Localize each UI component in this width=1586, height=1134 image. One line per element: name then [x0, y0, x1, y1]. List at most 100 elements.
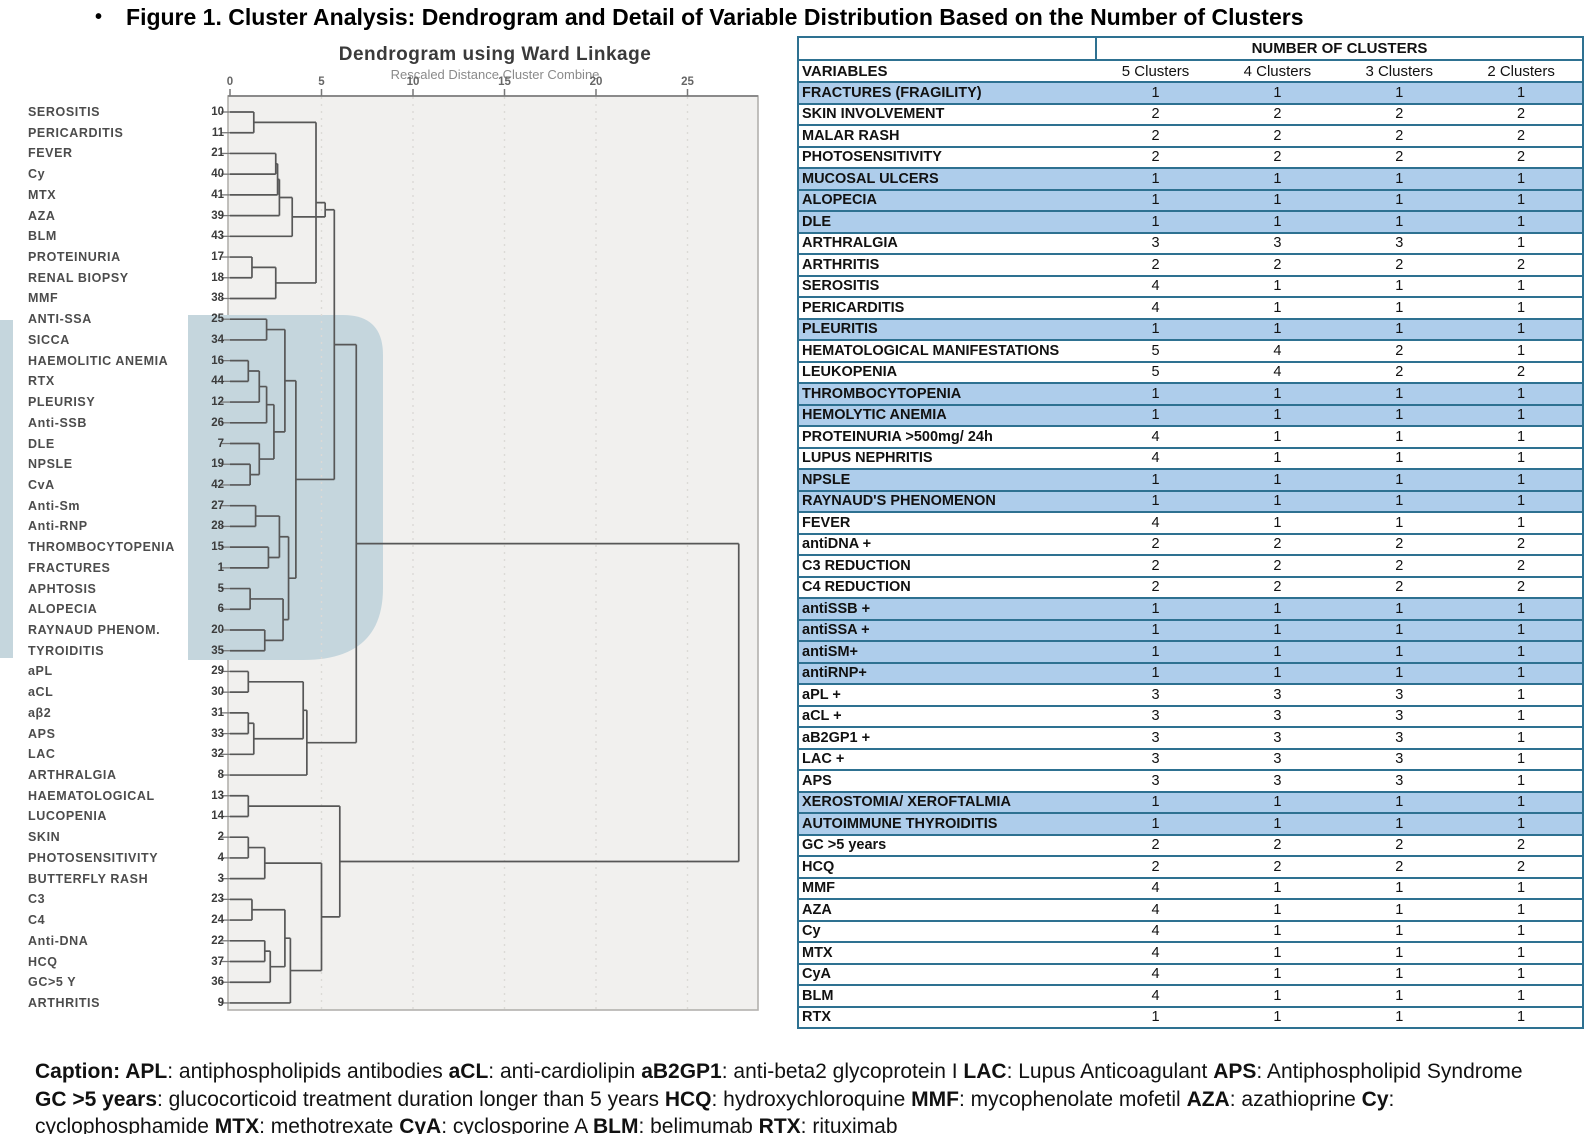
row-label: C3 REDUCTION: [802, 557, 911, 574]
table-row: MUCOSAL ULCERS 1 1 1 1: [799, 169, 1582, 191]
dendro-leaf-number: 33: [211, 727, 224, 740]
dendrogram-panel: Dendrogram using Ward Linkage Rescaled D…: [0, 35, 795, 1045]
dendro-leaf-number: 5: [217, 582, 224, 595]
axis-tick-label: 15: [498, 76, 511, 88]
row-value: 1: [1517, 901, 1526, 918]
row-value: 5: [1151, 364, 1160, 381]
caption-text: : anti-beta2 glycoprotein I: [721, 1060, 964, 1083]
row-value: 1: [1151, 170, 1160, 187]
dendro-leaf-number: 8: [217, 769, 224, 782]
row-value: 2: [1517, 106, 1526, 123]
table-row: HCQ 2 2 2 2: [799, 857, 1582, 879]
dendro-leaf-label: GC>5 Y: [28, 975, 77, 990]
dendrogram-links: [230, 111, 740, 1004]
row-value: 4: [1151, 966, 1160, 983]
caption-text: : Antiphospholipid Syndrome: [1256, 1060, 1523, 1083]
row-value: 1: [1395, 815, 1404, 832]
row-label: antiDNA +: [802, 536, 872, 553]
dendro-leaf-number: 6: [217, 603, 224, 616]
row-value: 4: [1151, 901, 1160, 918]
row-value: 1: [1273, 987, 1282, 1004]
row-label: aB2GP1 +: [802, 729, 871, 746]
table-row: antiSM+ 1 1 1 1: [799, 642, 1582, 664]
caption-text: : mycophenolate mofetil: [958, 1087, 1187, 1111]
row-label: ALOPECIA: [802, 192, 877, 209]
dendrogram-svg: 0 5 10 15 20 25: [0, 76, 759, 1011]
row-value: 1: [1395, 514, 1404, 531]
dendro-leaf-label: HAEMATOLOGICAL: [28, 788, 155, 803]
column-header-variables: VARIABLES: [802, 62, 888, 80]
row-value: 1: [1273, 407, 1282, 424]
dendro-leaf-number: 11: [211, 126, 224, 139]
row-value: 2: [1151, 149, 1160, 166]
row-value: 1: [1517, 407, 1526, 424]
row-value: 4: [1151, 880, 1160, 897]
row-value: 2: [1273, 256, 1282, 273]
dendro-leaf-label: ARTHRALGIA: [28, 768, 117, 783]
row-value: 1: [1395, 923, 1404, 940]
table-row: ARTHRITIS 2 2 2 2: [799, 255, 1582, 277]
row-value: 1: [1517, 686, 1526, 703]
dendro-leaf-label: aβ2: [28, 705, 52, 720]
row-value: 2: [1273, 106, 1282, 123]
caption-text: : hydroxychloroquine: [711, 1087, 912, 1111]
caption-text: : cyclosporine A: [441, 1115, 593, 1134]
row-value: 1: [1517, 514, 1526, 531]
dendro-leaf-number: 14: [211, 810, 224, 823]
row-value: 3: [1273, 708, 1282, 725]
table-row: HEMATOLOGICAL MANIFESTATIONS 5 4 2 1: [799, 341, 1582, 363]
row-value: 1: [1395, 493, 1404, 510]
row-label: HEMATOLOGICAL MANIFESTATIONS: [802, 342, 1060, 359]
row-value: 2: [1517, 858, 1526, 875]
column-header-5-clusters: 5 Clusters: [1121, 62, 1190, 80]
row-value: 1: [1273, 170, 1282, 187]
table-row: C3 REDUCTION 2 2 2 2: [799, 556, 1582, 578]
row-value: 2: [1517, 364, 1526, 381]
row-label: AUTOIMMUNE THYROIDITIS: [802, 815, 998, 832]
row-value: 1: [1151, 321, 1160, 338]
row-value: 1: [1151, 84, 1160, 101]
table-row: PERICARDITIS 4 1 1 1: [799, 298, 1582, 320]
dendro-leaf-label: BLM: [28, 229, 57, 244]
row-value: 1: [1273, 450, 1282, 467]
row-value: 1: [1395, 170, 1404, 187]
row-value: 1: [1273, 192, 1282, 209]
dendro-leaf-number: 18: [211, 271, 224, 284]
row-value: 1: [1395, 321, 1404, 338]
caption-text: : Lupus Anticoagulant: [1006, 1060, 1214, 1083]
dendro-leaf-label: PROTEINURIA: [28, 250, 121, 265]
table-row: SKIN INVOLVEMENT 2 2 2 2: [799, 105, 1582, 126]
row-value: 4: [1151, 944, 1160, 961]
row-value: 1: [1517, 643, 1526, 660]
table-row: RAYNAUD'S PHENOMENON 1 1 1 1: [799, 491, 1582, 513]
row-value: 1: [1273, 923, 1282, 940]
row-value: 1: [1273, 514, 1282, 531]
row-value: 1: [1273, 299, 1282, 316]
caption-text: : rituximab: [800, 1115, 898, 1134]
row-label: GC >5 years: [802, 837, 887, 854]
row-value: 1: [1395, 901, 1404, 918]
row-label: Cy: [802, 923, 821, 940]
row-value: 2: [1517, 256, 1526, 273]
row-value: 2: [1395, 256, 1404, 273]
dendro-leaf-label: TYROIDITIS: [28, 643, 105, 658]
row-value: 2: [1517, 837, 1526, 854]
row-value: 1: [1395, 643, 1404, 660]
dendro-leaf-label: SICCA: [28, 332, 70, 347]
row-label: aPL +: [802, 686, 841, 703]
table-row: MALAR RASH 2 2 2 2: [799, 126, 1582, 148]
row-value: 4: [1151, 428, 1160, 445]
row-value: 2: [1273, 837, 1282, 854]
row-value: 1: [1273, 471, 1282, 488]
row-value: 3: [1395, 686, 1404, 703]
row-value: 1: [1151, 794, 1160, 811]
row-value: 1: [1273, 815, 1282, 832]
row-value: 1: [1151, 1009, 1160, 1026]
row-value: 1: [1395, 794, 1404, 811]
figure-title-text: Figure 1. Cluster Analysis: Dendrogram a…: [126, 4, 1304, 30]
caption-abbreviation: GC >5 years: [35, 1087, 158, 1111]
row-label: DLE: [802, 213, 831, 230]
dendro-leaf-label: ANTI-SSA: [28, 312, 92, 327]
table-header-group-cell: NUMBER OF CLUSTERS: [1095, 38, 1582, 59]
row-value: 1: [1273, 966, 1282, 983]
